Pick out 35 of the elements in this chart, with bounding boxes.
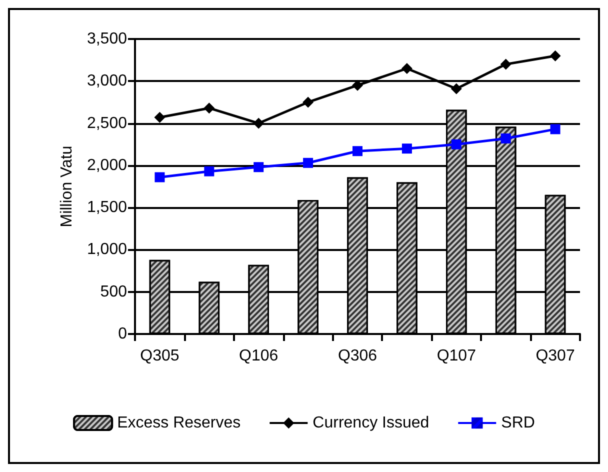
point	[302, 96, 314, 108]
point	[500, 58, 512, 70]
x-tick-label: Q106	[239, 348, 278, 364]
legend-label: SRD	[501, 414, 535, 432]
point	[154, 112, 166, 123]
point	[402, 144, 412, 154]
point	[500, 133, 511, 144]
x-tick-label: Q306	[338, 348, 378, 364]
x-tick-label: Q307	[536, 348, 575, 364]
point	[352, 146, 362, 156]
y-tick-label: 0	[118, 326, 128, 342]
point	[253, 118, 264, 129]
legend-label: Excess Reserves	[117, 414, 241, 432]
point	[550, 124, 560, 134]
y-tick-label: 3,000	[86, 72, 128, 90]
y-tick-label: 1,500	[86, 199, 128, 216]
point	[204, 166, 214, 176]
point	[450, 83, 462, 94]
point	[254, 162, 264, 172]
point	[352, 80, 363, 91]
y-tick-label: 1,000	[86, 241, 128, 258]
y-tick-label: 2,000	[86, 156, 128, 174]
y-tick-label: 3,500	[86, 30, 128, 48]
x-tick-label: Q305	[140, 348, 180, 364]
point	[303, 158, 314, 168]
x-tick-label: Q107	[436, 348, 476, 364]
y-tick-label: 2,500	[86, 114, 128, 132]
point	[154, 172, 165, 182]
y-axis-title: Million Vatu	[58, 146, 76, 228]
point	[204, 102, 215, 114]
point	[401, 63, 412, 74]
legend-label: Currency Issued	[312, 414, 430, 432]
point	[550, 50, 561, 62]
point	[451, 139, 462, 150]
y-tick-label: 500	[100, 283, 128, 300]
